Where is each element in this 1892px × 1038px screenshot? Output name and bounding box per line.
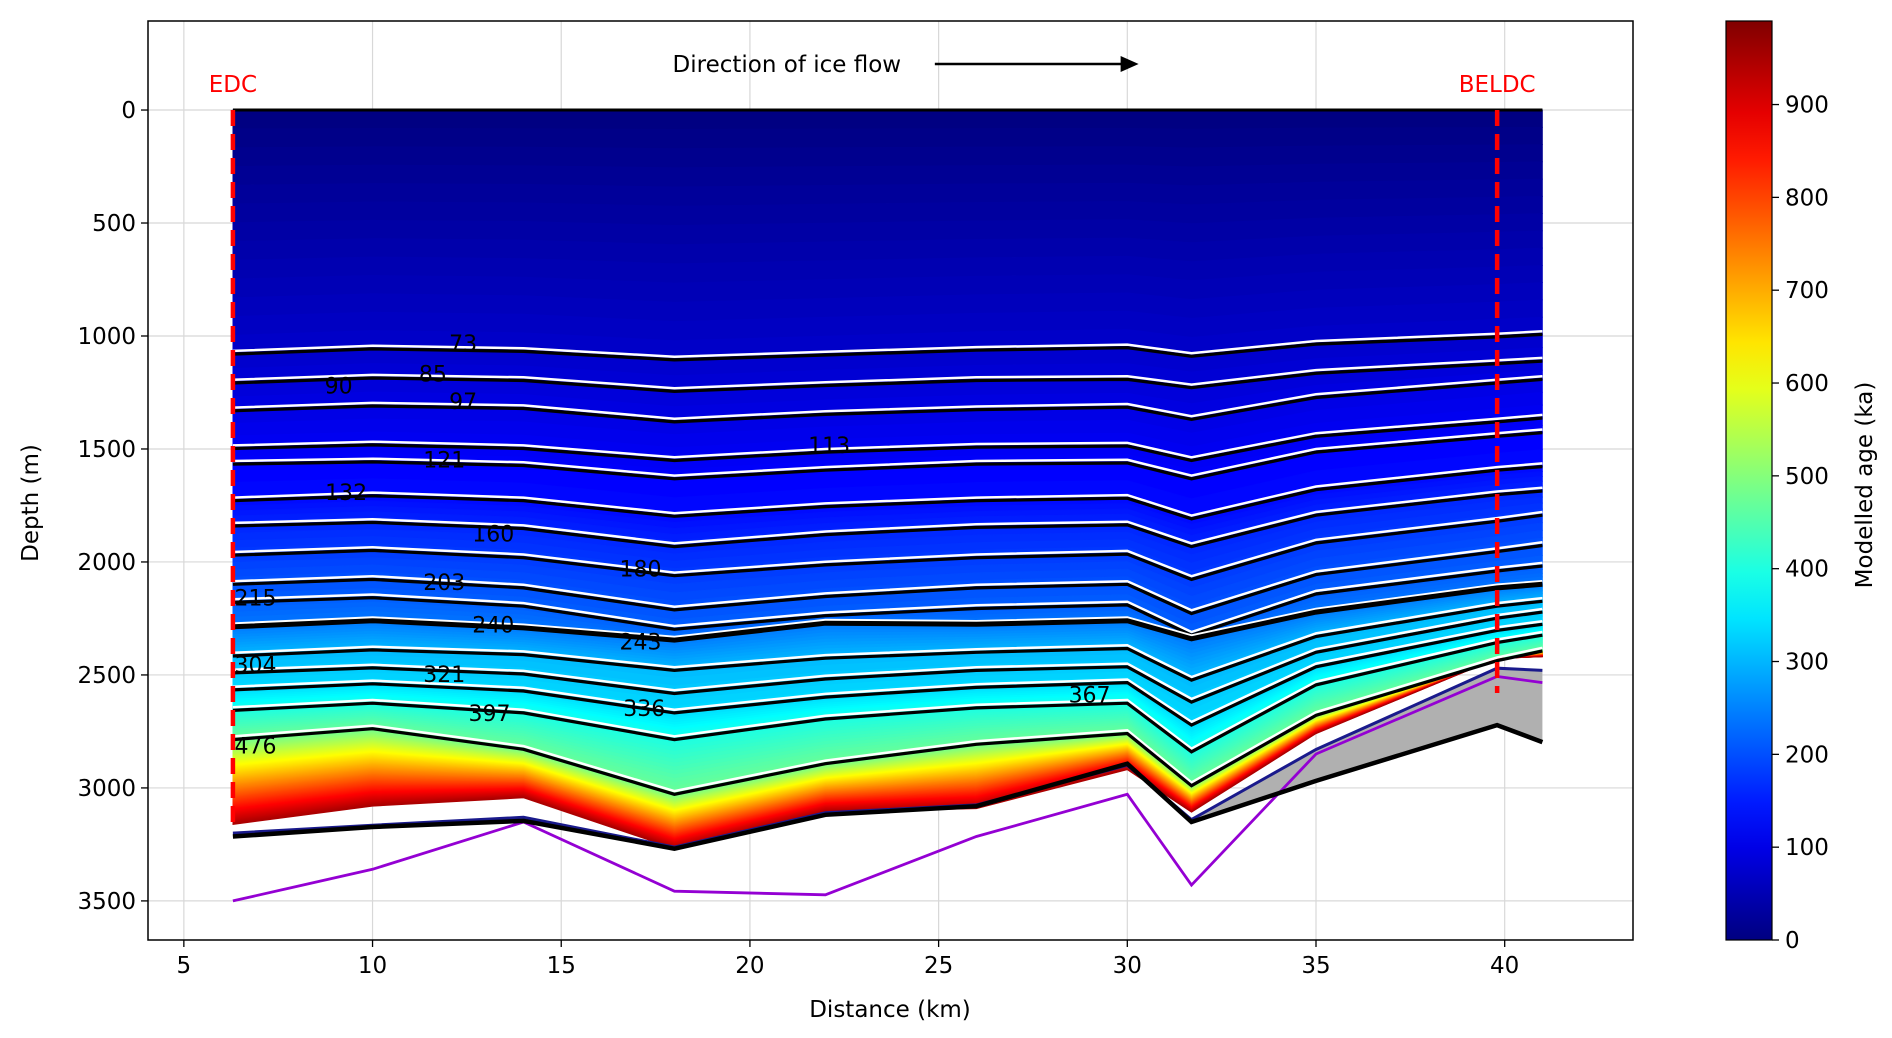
model-isochrone-line <box>232 646 1543 793</box>
model-isochrone-line <box>232 541 1543 612</box>
y-tick-label: 1000 <box>77 324 136 350</box>
model-isochrone-line <box>232 428 1543 477</box>
observed-isochrone-line <box>232 513 1543 582</box>
model-isochrone-line <box>232 630 1543 751</box>
observed-isochrone-line <box>232 649 1543 796</box>
y-tick-label: 3000 <box>77 776 136 802</box>
contour-label: 304 <box>235 653 277 678</box>
y-tick-label: 0 <box>121 98 136 124</box>
bed-line <box>232 722 1544 851</box>
model-isochrone-line <box>232 413 1543 459</box>
colorbar-tick-label: 900 <box>1785 93 1829 119</box>
site-label: EDC <box>209 72 257 98</box>
colorbar-tick-label: 700 <box>1785 278 1829 304</box>
colorbar-tick-label: 600 <box>1785 371 1829 397</box>
contour-label: 73 <box>449 332 477 357</box>
contour-label: 160 <box>472 522 514 547</box>
colorbar-tick-label: 300 <box>1785 650 1829 676</box>
colorbar <box>1725 20 1773 941</box>
colorbar-tick-label: 100 <box>1785 835 1829 861</box>
purple-line <box>232 675 1543 903</box>
colorbar-tick-label: 0 <box>1785 928 1800 954</box>
observed-isochrone-line <box>232 416 1543 463</box>
site-label: BELDC <box>1459 72 1536 98</box>
contour-label: 336 <box>623 697 665 722</box>
observed-isochrone-line <box>232 377 1543 424</box>
plot-frame <box>147 20 1634 941</box>
y-axis-label: Depth (m) <box>18 444 44 562</box>
observed-isochrone-line <box>232 622 1543 727</box>
contour-label: 132 <box>325 481 367 506</box>
y-tick-label: 3500 <box>77 889 136 915</box>
y-tick-label: 2500 <box>77 663 136 689</box>
x-tick-label: 5 <box>177 953 192 979</box>
model-isochrone-line <box>232 596 1543 679</box>
model-isochrone-line <box>232 510 1543 578</box>
contour-label: 476 <box>235 735 277 760</box>
model-isochrone-line <box>232 374 1543 420</box>
contour-label: 113 <box>808 434 850 459</box>
observed-isochrone-line <box>232 359 1543 394</box>
observed-isochrone-line <box>232 332 1543 362</box>
colorbar-tick-label: 500 <box>1785 464 1829 490</box>
x-tick-label: 10 <box>358 953 387 979</box>
observed-isochrone-line <box>232 610 1543 704</box>
x-tick-label: 30 <box>1113 953 1142 979</box>
flow-direction-text: Direction of ice flow <box>673 52 902 78</box>
isochrone-lines <box>232 108 1544 903</box>
contour-label: 240 <box>472 613 514 638</box>
model-isochrone-line <box>232 330 1543 359</box>
observed-isochrone-line <box>232 581 1543 643</box>
model-isochrone-line <box>232 619 1543 724</box>
x-tick-label: 40 <box>1490 953 1519 979</box>
colorbar-tick-label: 400 <box>1785 557 1829 583</box>
contour-label: 90 <box>325 374 353 399</box>
site-markers: EDC BELDC <box>209 72 1536 829</box>
observed-isochrone-line <box>232 431 1543 481</box>
age-field <box>232 109 1543 850</box>
model-isochrone-line <box>232 486 1543 545</box>
contour-label: 367 <box>1069 684 1111 709</box>
observed-isochrone-line <box>232 599 1543 682</box>
age-band <box>232 126 1543 149</box>
observed-isochrone-line <box>232 564 1543 637</box>
contour-label: 85 <box>419 362 447 387</box>
x-axis-ticks: 5 10 15 20 25 30 35 40 <box>177 940 1519 979</box>
arrow-head <box>1120 56 1139 72</box>
colorbar-ticks: 0 100 200 300 400 500 600 700 800 900 <box>1772 93 1829 954</box>
model-isochrone-line <box>232 579 1543 639</box>
model-isochrone-line <box>232 462 1543 517</box>
y-axis-ticks: 0 500 1000 1500 2000 2500 3000 3500 <box>77 98 148 915</box>
contour-label: 180 <box>619 558 661 583</box>
contour-label: 203 <box>423 571 465 596</box>
model-isochrone-line <box>232 561 1543 634</box>
observed-isochrone-line <box>232 543 1543 616</box>
x-tick-label: 35 <box>1301 953 1330 979</box>
x-tick-label: 15 <box>547 953 576 979</box>
model-isochrone-line <box>232 356 1543 390</box>
x-tick-label: 25 <box>924 953 953 979</box>
contour-label: 397 <box>469 702 511 727</box>
observed-isochrone-line <box>232 465 1543 521</box>
age-band <box>232 109 1543 130</box>
y-tick-label: 500 <box>92 211 136 237</box>
contour-label: 97 <box>449 390 477 415</box>
x-tick-label: 20 <box>735 953 764 979</box>
y-tick-label: 2000 <box>77 550 136 576</box>
contour-label: 215 <box>235 587 277 612</box>
flow-direction-arrow-icon <box>934 56 1139 72</box>
y-tick-label: 1500 <box>77 437 136 463</box>
colorbar-tick-label: 800 <box>1785 185 1829 211</box>
colorbar-label: Modelled age (ka) <box>1852 382 1878 589</box>
observed-isochrone-line <box>232 633 1543 754</box>
contour-label: 121 <box>423 448 465 473</box>
contour-label: 243 <box>619 630 661 655</box>
contour-label: 321 <box>423 663 465 688</box>
model-isochrone-line <box>232 607 1543 701</box>
x-axis-label: Distance (km) <box>809 997 971 1023</box>
colorbar-tick-label: 200 <box>1785 742 1829 768</box>
observed-isochrone-line <box>232 489 1543 549</box>
